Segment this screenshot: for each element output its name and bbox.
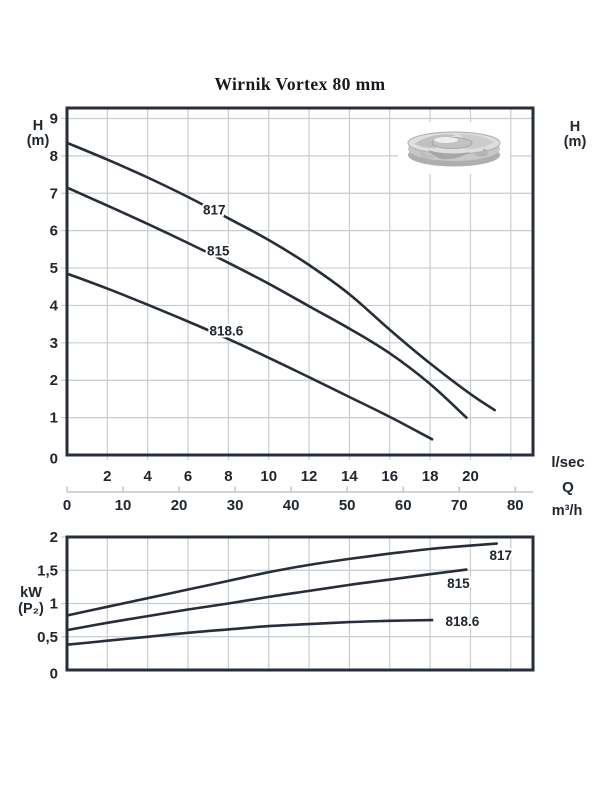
head-chart-x-tick-label: 16 <box>381 468 398 485</box>
head-chart-x-tick-label: 6 <box>184 468 192 485</box>
power-unit-line2: (P₂) <box>18 601 44 617</box>
impeller-vane <box>474 148 488 157</box>
impeller-vane <box>419 150 436 160</box>
page-title: Wirnik Vortex 80 mm <box>214 74 386 94</box>
head-chart-curve-label-815: 815 <box>207 244 230 259</box>
flow-scale-tick-label: 80 <box>507 497 524 514</box>
head-chart-y-tick-label: 0 <box>50 451 58 468</box>
head-chart-curve-label-817: 817 <box>203 203 226 218</box>
head-chart-y-tick-label: 5 <box>50 260 58 277</box>
head-chart-y-tick-label: 9 <box>50 110 58 127</box>
head-axis-right-line2: (m) <box>563 134 587 150</box>
power-chart-curve-815 <box>65 568 468 632</box>
head-chart-curve-817 <box>65 141 496 412</box>
flow-scale-tick-label: 70 <box>451 497 468 514</box>
impeller-highlight <box>434 137 458 143</box>
head-axis-left-line1: H <box>32 118 44 134</box>
head-chart-curve-label-818.6: 818.6 <box>209 323 243 338</box>
head-axis-right-line1: H <box>569 119 581 135</box>
power-chart-curve-label-817: 817 <box>489 548 512 563</box>
head-chart-y-tick-label: 2 <box>50 372 58 389</box>
flow-unit-primary-label: l/sec <box>551 454 585 471</box>
flow-scale-tick-label: 50 <box>339 497 356 514</box>
head-axis-label-right: H (m) <box>553 120 597 150</box>
power-chart-curve-817 <box>65 542 498 617</box>
head-chart-x-tick-label: 2 <box>103 468 111 485</box>
flow-scale-tick-label: 30 <box>227 497 244 514</box>
head-chart-x-tick-label: 14 <box>341 468 358 485</box>
head-chart-x-tick-label: 20 <box>462 468 479 485</box>
power-chart-y-tick-label: 1 <box>50 596 58 613</box>
flow-scale-tick-label: 20 <box>171 497 188 514</box>
head-chart-y-tick-label: 4 <box>50 297 59 314</box>
flow-scale-tick-label: 10 <box>115 497 132 514</box>
head-chart-curve-815 <box>65 186 468 419</box>
head-chart-plot-frame <box>65 106 535 457</box>
flow-scale-tick-label: 60 <box>395 497 412 514</box>
power-chart-plot-frame <box>65 535 535 672</box>
flow-unit-secondary-label: m³/h <box>551 503 583 519</box>
power-chart-curve-818.6 <box>65 618 434 646</box>
head-chart-y-tick-label: 3 <box>50 335 58 352</box>
head-chart-x-tick-label: 4 <box>144 468 153 485</box>
head-chart-y-tick-label: 8 <box>50 148 58 165</box>
power-unit-line1: kW <box>20 585 42 601</box>
head-axis-left-line2: (m) <box>26 133 50 149</box>
flow-symbol-label: Q <box>562 479 574 496</box>
head-chart-y-tick-label: 7 <box>50 185 58 202</box>
power-chart-y-tick-label: 1,5 <box>37 562 58 579</box>
impeller-image <box>398 122 510 174</box>
power-chart-y-tick-label: 0 <box>50 666 58 683</box>
head-chart-curve-818.6 <box>65 272 434 441</box>
impeller-vane <box>428 150 470 160</box>
head-chart-y-tick-label: 1 <box>50 410 58 427</box>
flow-scale-tick-label: 40 <box>283 497 300 514</box>
head-chart-x-tick-label: 8 <box>224 468 232 485</box>
head-axis-label-left: H (m) <box>18 119 58 149</box>
head-chart-y-tick-label: 6 <box>50 223 58 240</box>
flow-scale-tick-label: 0 <box>63 497 71 514</box>
power-chart-y-tick-label: 2 <box>50 529 58 546</box>
head-chart-x-tick-label: 12 <box>301 468 318 485</box>
head-chart-x-tick-label: 18 <box>422 468 439 485</box>
head-chart-x-tick-label: 10 <box>260 468 277 485</box>
power-axis-label: kW (P₂) <box>6 585 56 617</box>
power-chart-curve-label-815: 815 <box>447 576 470 591</box>
power-chart-curve-label-818.6: 818.6 <box>445 614 479 629</box>
power-chart-y-tick-label: 0,5 <box>37 629 58 646</box>
